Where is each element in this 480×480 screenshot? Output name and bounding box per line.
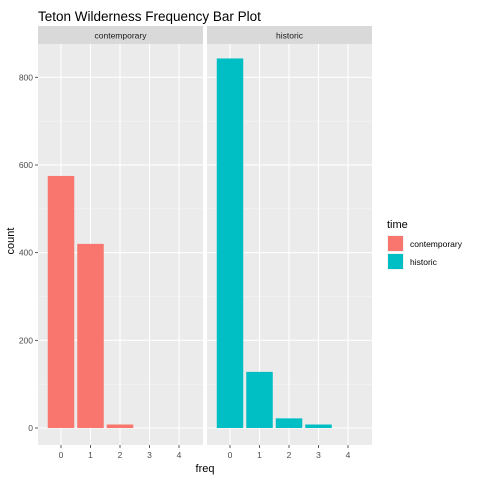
x-tick-label: 1: [257, 450, 262, 460]
x-tick-label: 4: [346, 450, 351, 460]
x-tick-label: 2: [287, 450, 292, 460]
bar-historic-3: [305, 424, 332, 428]
x-tick-label: 2: [118, 450, 123, 460]
bar-contemporary-2: [106, 424, 134, 428]
facet-strip: [207, 26, 372, 44]
chart-title: Teton Wilderness Frequency Bar Plot: [38, 9, 261, 24]
bar-historic-2: [275, 418, 303, 428]
x-tick-label: 0: [59, 450, 64, 460]
y-tick-label: 600: [19, 160, 33, 170]
x-axis-title: freq: [196, 463, 215, 475]
legend-label-historic: historic: [410, 257, 438, 267]
bar-contemporary-0: [47, 175, 75, 428]
y-axis-title: count: [5, 228, 17, 255]
x-tick-label: 3: [316, 450, 321, 460]
legend: time contemporary historic: [387, 219, 463, 270]
bar-contemporary-1: [77, 243, 104, 428]
facet-strip: [38, 26, 203, 44]
facet-panel-historic: historic: [207, 26, 372, 445]
legend-label-contemporary: contemporary: [410, 239, 463, 249]
x-tick-label: 3: [147, 450, 152, 460]
legend-key-contemporary: [388, 236, 403, 251]
x-axis: 0 1 2 3 4 0 1 2 3 4: [59, 445, 351, 460]
facet-strip-label: contemporary: [95, 31, 148, 41]
legend-title: time: [387, 219, 408, 231]
bar-historic-1: [246, 371, 273, 428]
bar-historic-0: [216, 58, 244, 428]
legend-key-historic: [388, 254, 403, 269]
y-axis: 0 200 400 600 800: [19, 72, 38, 433]
y-tick-label: 800: [19, 72, 33, 82]
y-tick-label: 400: [19, 248, 33, 258]
x-tick-label: 0: [228, 450, 233, 460]
x-tick-label: 1: [88, 450, 93, 460]
facet-panels: contemporary historic: [38, 26, 372, 445]
facet-panel-contemporary: contemporary: [38, 26, 203, 445]
y-tick-label: 0: [28, 423, 33, 433]
x-tick-label: 4: [177, 450, 182, 460]
y-tick-label: 200: [19, 335, 33, 345]
facet-strip-label: historic: [276, 31, 304, 41]
